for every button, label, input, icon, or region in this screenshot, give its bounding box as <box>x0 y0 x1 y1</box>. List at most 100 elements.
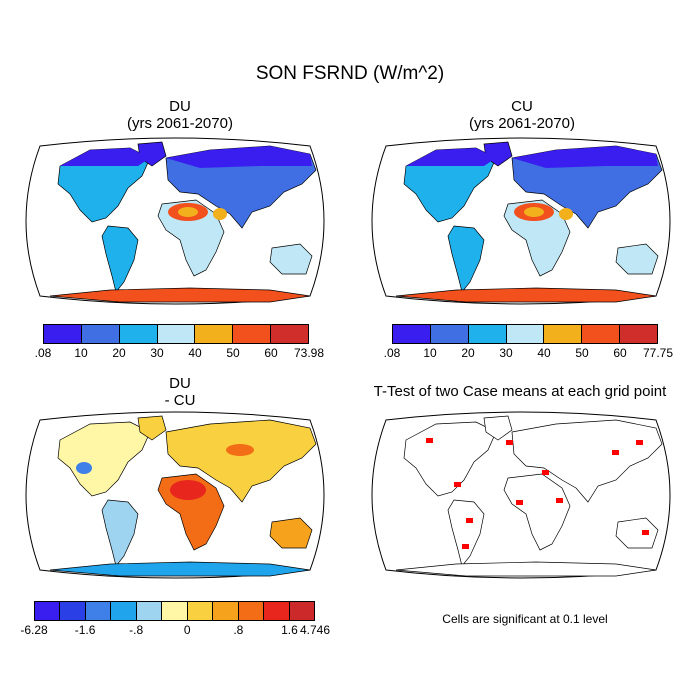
map-panel-du <box>25 137 325 305</box>
colorbar-tick-label: 4.746 <box>299 623 331 637</box>
colorbar-tick-label: 30 <box>150 346 164 360</box>
diff-coldspot <box>76 462 92 474</box>
map-panel-cu <box>371 137 671 305</box>
colorbar-tick-label: 1.6 <box>281 623 298 637</box>
ttest-note: Cells are significant at 0.1 level <box>442 612 608 626</box>
arabia-hotspot <box>559 208 573 220</box>
colorbar-diff <box>34 601 315 621</box>
colorbar-segment <box>582 325 621 343</box>
continent-antarctica <box>49 561 311 577</box>
continent-namerica <box>57 421 151 497</box>
map-panel-ttest <box>371 411 671 579</box>
panel-cu-subtitle: (yrs 2061-2070) <box>469 115 575 132</box>
high-latitude-band <box>60 148 150 166</box>
colorbar-segment <box>544 325 583 343</box>
colorbar-segment <box>393 325 431 343</box>
continent-eurasia <box>511 419 663 503</box>
significant-cell <box>556 498 563 503</box>
continent-antarctica <box>395 561 657 577</box>
continent-australia <box>615 517 659 549</box>
colorbar-tick-label: 10 <box>423 346 437 360</box>
colorbar-segment <box>44 325 82 343</box>
significant-cell <box>506 440 513 445</box>
high-latitude-band <box>166 146 312 168</box>
continent-australia <box>269 517 313 549</box>
continent-greenland <box>137 415 167 441</box>
colorbar-tick-label: 50 <box>575 346 589 360</box>
significant-cell <box>612 450 619 455</box>
continent-greenland <box>483 415 513 441</box>
arabia-hotspot <box>213 208 227 220</box>
panel-du-title-text: DU <box>169 98 191 115</box>
panel-diff-title-text: DU <box>169 375 191 392</box>
panel-diff-title: DU - CU <box>50 375 310 409</box>
panel-cu-title-text: CU <box>511 98 533 115</box>
panel-du-subtitle: (yrs 2061-2070) <box>127 115 233 132</box>
colorbar-tick-label: 40 <box>537 346 551 360</box>
continent-samerica <box>447 499 485 567</box>
colorbar-segment <box>233 325 272 343</box>
map-panel-diff <box>25 411 325 579</box>
colorbar-segment <box>35 602 61 620</box>
colorbar-segment <box>119 325 158 343</box>
colorbar-segment <box>195 325 234 343</box>
colorbar-tick-label: 60 <box>613 346 627 360</box>
continent-antarctica <box>395 287 657 303</box>
significant-cell <box>462 544 469 549</box>
colorbar-segment <box>506 325 545 343</box>
colorbar-segment <box>620 325 658 343</box>
colorbar-segment <box>271 325 309 343</box>
panel-du-title: DU (yrs 2061-2070) <box>50 98 310 132</box>
colorbar-segment <box>162 602 188 620</box>
colorbar-tick-label: .8 <box>233 623 244 637</box>
colorbar-cu <box>392 324 658 344</box>
colorbar-tick-label: 0 <box>183 623 191 637</box>
high-latitude-band <box>512 146 658 168</box>
colorbar-segment <box>85 602 112 620</box>
colorbar-tick-label: 20 <box>461 346 475 360</box>
colorbar-tick-label: -6.28 <box>20 623 48 637</box>
colorbar-segment <box>238 602 265 620</box>
colorbar-segment <box>157 325 196 343</box>
significant-cell <box>642 530 649 535</box>
colorbar-tick-label: .08 <box>34 346 52 360</box>
colorbar-segment <box>60 602 86 620</box>
continent-africa <box>157 199 225 277</box>
colorbar-tick-label: -.8 <box>129 623 144 637</box>
colorbar-segment <box>111 602 137 620</box>
continent-australia <box>615 243 659 275</box>
colorbar-segment <box>264 602 290 620</box>
colorbar-tick-label: 10 <box>74 346 88 360</box>
colorbar-segment <box>468 325 507 343</box>
continent-samerica <box>447 225 485 293</box>
sahara-core <box>524 207 544 217</box>
continent-samerica <box>101 225 139 293</box>
colorbar-tick-label: -1.6 <box>74 623 96 637</box>
colorbar-tick-label: 77.75 <box>642 346 674 360</box>
significant-cell <box>636 440 643 445</box>
colorbar-segment <box>430 325 469 343</box>
colorbar-segment <box>136 602 163 620</box>
panel-cu-title: CU (yrs 2061-2070) <box>392 98 652 132</box>
significant-cell <box>466 518 473 523</box>
continent-eurasia <box>165 419 317 503</box>
continent-samerica <box>101 499 139 567</box>
colorbar-tick-label: 73.98 <box>293 346 325 360</box>
colorbar-tick-label: 30 <box>499 346 513 360</box>
high-latitude-band <box>406 148 496 166</box>
colorbar-tick-label: 20 <box>112 346 126 360</box>
sahara-core <box>178 207 198 217</box>
main-title: SON FSRND (W/m^2) <box>255 63 445 84</box>
colorbar-segment <box>187 602 214 620</box>
colorbar-tick-label: 40 <box>188 346 202 360</box>
significant-cell <box>454 482 461 487</box>
significant-cell <box>542 470 549 475</box>
colorbar-du <box>43 324 309 344</box>
continent-antarctica <box>49 287 311 303</box>
significant-cell <box>516 500 523 505</box>
colorbar-segment <box>81 325 120 343</box>
colorbar-tick-label: 60 <box>264 346 278 360</box>
panel-ttest-title: T-Test of two Case means at each grid po… <box>373 383 667 400</box>
colorbar-segment <box>289 602 314 620</box>
